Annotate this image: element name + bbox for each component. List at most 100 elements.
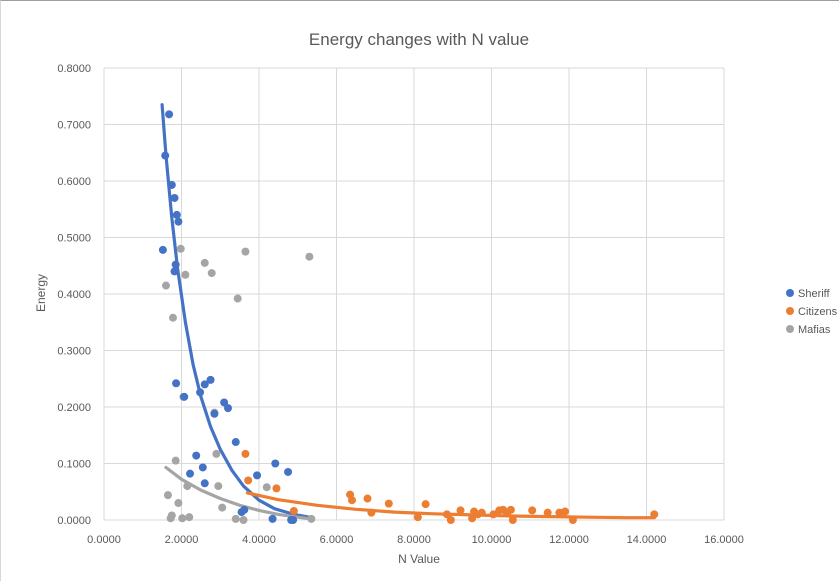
y-tick-label: 0.2000 <box>57 402 91 414</box>
data-point <box>421 500 430 509</box>
data-point <box>200 479 209 488</box>
data-point <box>172 210 181 219</box>
legend-marker <box>786 325 794 333</box>
trendline <box>160 103 311 519</box>
y-tick-label: 0.6000 <box>57 176 91 188</box>
data-points <box>158 110 659 524</box>
data-point <box>239 516 248 524</box>
data-point <box>272 484 281 493</box>
y-tick-label: 0.7000 <box>57 120 91 132</box>
data-point <box>212 449 221 458</box>
data-point <box>363 494 372 503</box>
data-point <box>289 506 298 515</box>
data-point <box>162 281 170 290</box>
x-tick-label: 14.0000 <box>627 534 667 546</box>
x-tick-label: 12.0000 <box>549 534 589 546</box>
x-tick-label: 10.0000 <box>472 534 512 546</box>
x-tick-label: 4.0000 <box>242 534 276 546</box>
legend-label: Sheriff <box>798 288 831 300</box>
data-point <box>413 513 422 522</box>
data-point <box>468 514 477 523</box>
data-point <box>508 516 517 524</box>
data-point <box>456 506 465 515</box>
x-tick-label: 0.0000 <box>87 534 121 546</box>
data-point <box>174 499 183 508</box>
x-tick-label: 8.0000 <box>397 534 431 546</box>
data-point <box>170 193 179 202</box>
data-point <box>200 380 209 389</box>
y-tick-label: 0.1000 <box>57 459 91 471</box>
data-point <box>161 151 170 160</box>
data-point <box>206 375 215 384</box>
data-point <box>477 508 486 517</box>
chart-title: Energy changes with N value <box>309 30 529 49</box>
legend-label: Citizens <box>798 306 838 318</box>
data-point <box>233 294 242 303</box>
data-point <box>192 451 201 460</box>
data-point <box>348 496 356 505</box>
data-point <box>167 511 176 520</box>
data-point <box>262 483 271 492</box>
x-tick-label: 2.0000 <box>165 534 199 546</box>
data-point <box>271 459 280 468</box>
y-axis-ticks: 0.0000 0.1000 0.2000 0.3000 0.4000 0.5000 0.60… <box>57 63 91 527</box>
data-point <box>168 313 177 322</box>
data-point <box>506 505 515 514</box>
data-point <box>240 505 249 514</box>
y-tick-label: 0.8000 <box>57 63 91 75</box>
data-point <box>289 516 298 524</box>
data-point <box>220 398 229 407</box>
data-point <box>244 476 253 485</box>
data-point <box>207 269 216 278</box>
data-point <box>650 510 659 519</box>
legend-label: Mafias <box>798 324 831 336</box>
legend-marker <box>786 289 794 297</box>
data-point <box>561 507 570 516</box>
data-point <box>178 514 187 523</box>
legend-marker <box>786 307 794 315</box>
data-point <box>171 456 180 465</box>
x-axis-title: N Value <box>398 552 440 566</box>
x-tick-label: 6.0000 <box>320 534 354 546</box>
trendline <box>245 491 656 520</box>
data-point <box>218 503 227 512</box>
data-point <box>181 270 190 279</box>
x-axis-ticks: 0.0000 2.0000 4.0000 6.0000 8.0000 10.0000 12.… <box>87 534 744 546</box>
data-point <box>489 510 498 519</box>
data-point <box>384 499 393 508</box>
gridlines <box>103 67 725 521</box>
data-point <box>163 491 172 500</box>
data-point <box>176 244 185 253</box>
data-point <box>543 508 552 517</box>
data-point <box>214 482 223 491</box>
data-point <box>241 449 250 458</box>
data-point <box>180 392 189 401</box>
data-point <box>172 379 181 388</box>
legend: Sheriff Citizens Mafias <box>786 288 838 336</box>
data-point <box>170 267 179 276</box>
data-point <box>174 217 183 226</box>
data-point <box>305 252 314 261</box>
data-point <box>171 260 180 269</box>
data-point <box>284 467 293 476</box>
x-tick-label: 16.0000 <box>704 534 744 546</box>
data-point <box>165 110 174 119</box>
data-point <box>158 245 167 254</box>
data-point <box>442 510 451 519</box>
y-tick-label: 0.5000 <box>57 233 91 245</box>
data-point <box>528 506 537 515</box>
data-point <box>224 404 232 413</box>
data-point <box>568 516 577 524</box>
data-point <box>210 409 219 418</box>
data-point <box>167 180 176 189</box>
data-point <box>446 516 455 524</box>
y-tick-label: 0.3000 <box>57 346 91 358</box>
data-point <box>185 513 194 522</box>
data-point <box>231 514 240 523</box>
data-point <box>196 388 205 397</box>
data-point <box>186 469 195 478</box>
data-point <box>268 514 277 523</box>
y-axis-title: Energy <box>34 274 48 312</box>
